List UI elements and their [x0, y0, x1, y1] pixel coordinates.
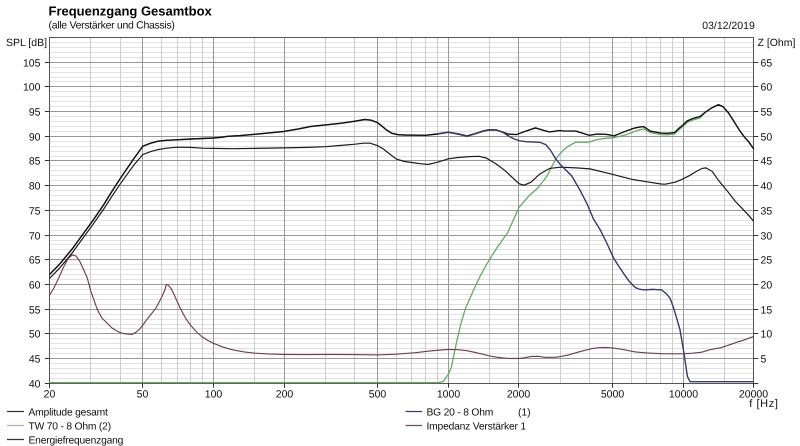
svg-text:Energiefrequenzgang: Energiefrequenzgang — [29, 436, 124, 446]
svg-text:50: 50 — [29, 329, 41, 341]
svg-text:10000: 10000 — [669, 389, 698, 401]
svg-text:10: 10 — [761, 329, 773, 341]
svg-text:Amplitude gesamt: Amplitude gesamt — [29, 408, 109, 419]
svg-text:Frequenzgang Gesamtbox: Frequenzgang Gesamtbox — [49, 4, 213, 19]
svg-text:200: 200 — [276, 389, 294, 401]
svg-text:50: 50 — [761, 132, 773, 144]
svg-text:35: 35 — [761, 206, 773, 218]
svg-text:100: 100 — [205, 389, 223, 401]
svg-text:60: 60 — [761, 82, 773, 94]
svg-text:1000: 1000 — [437, 389, 461, 401]
svg-text:70: 70 — [29, 231, 41, 243]
svg-text:5000: 5000 — [601, 389, 625, 401]
svg-text:90: 90 — [29, 132, 41, 144]
svg-text:BG 20 - 8 Ohm: BG 20 - 8 Ohm — [427, 408, 494, 419]
svg-text:500: 500 — [369, 389, 387, 401]
svg-text:95: 95 — [29, 107, 41, 119]
svg-text:65: 65 — [761, 58, 773, 70]
svg-text:Impedanz Verstärker 1: Impedanz Verstärker 1 — [427, 422, 527, 433]
svg-text:105: 105 — [23, 58, 41, 70]
svg-text:45: 45 — [29, 354, 41, 366]
svg-text:f [Hz]: f [Hz] — [749, 398, 778, 410]
svg-text:55: 55 — [29, 305, 41, 317]
svg-text:40: 40 — [761, 181, 773, 193]
svg-text:40: 40 — [29, 379, 41, 391]
svg-text:100: 100 — [23, 82, 41, 94]
svg-text:30: 30 — [761, 231, 773, 243]
svg-text:20: 20 — [761, 280, 773, 292]
svg-text:85: 85 — [29, 156, 41, 168]
svg-text:(1): (1) — [518, 408, 531, 419]
svg-text:55: 55 — [761, 107, 773, 119]
svg-text:Z [Ohm]: Z [Ohm] — [758, 37, 796, 49]
svg-text:03/12/2019: 03/12/2019 — [702, 20, 755, 32]
svg-text:2000: 2000 — [507, 389, 531, 401]
svg-text:60: 60 — [29, 280, 41, 292]
svg-text:TW 70 - 8 Ohm (2): TW 70 - 8 Ohm (2) — [29, 422, 111, 433]
svg-text:20000: 20000 — [739, 389, 768, 401]
svg-text:20: 20 — [44, 389, 56, 401]
svg-text:50: 50 — [137, 389, 149, 401]
svg-text:5: 5 — [761, 354, 767, 366]
svg-text:SPL [dB]: SPL [dB] — [6, 37, 47, 49]
svg-text:75: 75 — [29, 206, 41, 218]
svg-text:15: 15 — [761, 305, 773, 317]
svg-text:(alle Verstärker und Chassis): (alle Verstärker und Chassis) — [49, 20, 175, 32]
svg-text:80: 80 — [29, 181, 41, 193]
svg-text:25: 25 — [761, 255, 773, 267]
svg-text:65: 65 — [29, 255, 41, 267]
svg-text:45: 45 — [761, 156, 773, 168]
